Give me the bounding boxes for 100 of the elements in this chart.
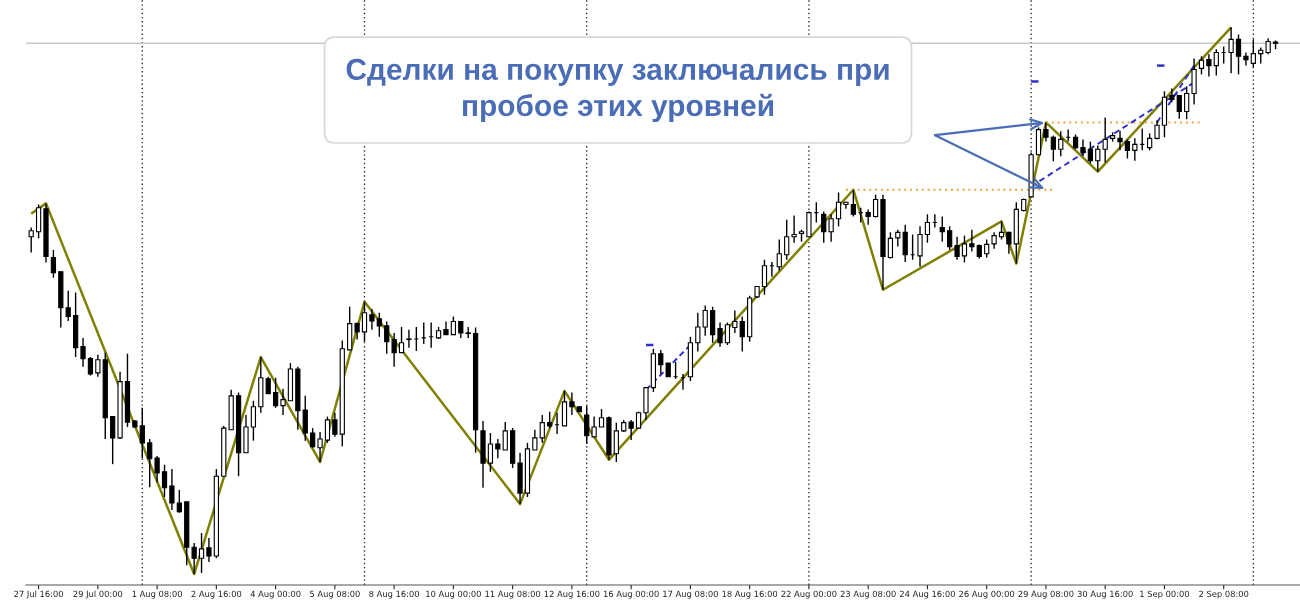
- candlestick: [724, 321, 731, 346]
- candlestick: [850, 189, 856, 218]
- candlestick: [110, 415, 116, 465]
- candlestick: [1117, 129, 1123, 152]
- candlestick: [732, 309, 738, 334]
- candlestick: [361, 301, 368, 343]
- candlestick: [398, 326, 405, 354]
- x-tick-label: 29 Aug 08:00: [1018, 590, 1074, 599]
- x-tick-label: 8 Aug 16:00: [369, 590, 420, 599]
- candlestick: [280, 388, 286, 416]
- candlestick: [1132, 137, 1138, 162]
- x-tick-label: 12 Aug 16:00: [544, 590, 600, 599]
- candlestick: [917, 225, 923, 268]
- candlestick: [1213, 48, 1219, 77]
- x-tick-label: 1 Sep 00:00: [1140, 590, 1190, 599]
- x-tick-label: 17 Aug 08:00: [663, 590, 718, 599]
- candlestick: [495, 438, 501, 459]
- candlestick: [250, 400, 257, 442]
- candlestick: [532, 429, 538, 451]
- x-tick-label: 16 Aug 00:00: [603, 590, 659, 599]
- x-tick-label: 18 Aug 16:00: [722, 590, 778, 599]
- candlestick: [191, 542, 197, 575]
- candlestick: [591, 415, 597, 438]
- x-tick-label: 24 Aug 16:00: [899, 590, 955, 599]
- candlestick: [835, 191, 842, 228]
- candlestick: [791, 214, 797, 244]
- x-tick-label: 4 Aug 00:00: [250, 590, 301, 599]
- candlestick: [1050, 134, 1056, 162]
- candlestick: [384, 320, 390, 355]
- candlestick: [487, 432, 494, 473]
- x-tick-label: 2 Sep 08:00: [1199, 590, 1249, 599]
- candlestick: [324, 415, 331, 444]
- candlestick: [784, 219, 790, 261]
- candlestick: [376, 312, 382, 338]
- x-tick-label: 10 Aug 00:00: [426, 590, 481, 599]
- candlestick: [317, 431, 323, 463]
- candlestick: [1087, 140, 1094, 165]
- candlestick: [598, 408, 605, 428]
- candlestick: [272, 377, 279, 409]
- candlestick: [887, 231, 894, 260]
- candlestick: [776, 238, 782, 272]
- candlestick: [154, 455, 160, 483]
- candlestick: [198, 532, 205, 574]
- candlestick: [969, 228, 975, 253]
- candlestick: [502, 421, 508, 451]
- candlestick: [961, 234, 968, 264]
- candlestick: [1235, 33, 1242, 76]
- x-tick-label: 2 Aug 16:00: [191, 590, 242, 599]
- candlestick: [391, 332, 397, 368]
- candlestick: [924, 213, 931, 244]
- x-tick-label: 22 Aug 00:00: [781, 590, 837, 599]
- candlestick: [95, 354, 101, 378]
- candlestick: [169, 468, 175, 511]
- candlestick: [302, 395, 308, 442]
- candlestick: [1124, 138, 1131, 160]
- annotation: Сделки на покупку заключались при пробое этих уровней: [346, 58, 889, 123]
- candlestick: [332, 412, 338, 438]
- candlestick: [828, 213, 834, 243]
- x-tick-label: 5 Aug 08:00: [310, 590, 360, 599]
- x-tick-label: 29 Jul 00:00: [73, 590, 123, 599]
- candlestick: [161, 464, 168, 498]
- candlestick: [821, 210, 827, 244]
- candlestick: [717, 321, 723, 348]
- x-tick-label: 26 Aug 00:00: [959, 590, 1015, 599]
- candlestick: [139, 407, 145, 459]
- x-tick-label: 23 Aug 08:00: [840, 590, 896, 599]
- candlestick: [1043, 121, 1049, 143]
- x-tick-label: 30 Aug 16:00: [1077, 590, 1133, 599]
- candlestick: [87, 356, 94, 377]
- candlestick: [1080, 138, 1086, 158]
- candlestick: [406, 328, 412, 349]
- candlestick: [147, 438, 153, 488]
- candlestick: [28, 226, 34, 254]
- candlestick: [739, 315, 745, 353]
- candlestick: [206, 537, 212, 563]
- candlestick: [1058, 130, 1064, 158]
- candlestick: [1243, 51, 1249, 67]
- candlestick: [1184, 85, 1190, 120]
- candlestick: [761, 259, 768, 296]
- candlestick: [947, 225, 953, 251]
- candlestick: [569, 391, 575, 416]
- candlestick: [50, 249, 57, 279]
- x-tick-label: 11 Aug 08:00: [485, 590, 541, 599]
- x-tick-label: 1 Aug 08:00: [132, 590, 182, 599]
- candlestick: [984, 238, 990, 259]
- candlestick: [539, 414, 545, 444]
- candlestick: [628, 419, 634, 441]
- candlestick: [865, 208, 871, 226]
- candlestick: [613, 421, 619, 463]
- candlestick: [584, 404, 590, 445]
- candlestick: [1228, 26, 1234, 74]
- candlestick: [450, 315, 457, 336]
- candlestick: [80, 337, 86, 368]
- candlestick: [310, 427, 316, 449]
- candlestick: [1176, 94, 1182, 120]
- candlestick: [369, 308, 375, 331]
- candlestick: [1206, 53, 1212, 78]
- candlestick: [1198, 55, 1205, 76]
- candlestick: [1250, 38, 1256, 68]
- candlestick: [176, 489, 182, 514]
